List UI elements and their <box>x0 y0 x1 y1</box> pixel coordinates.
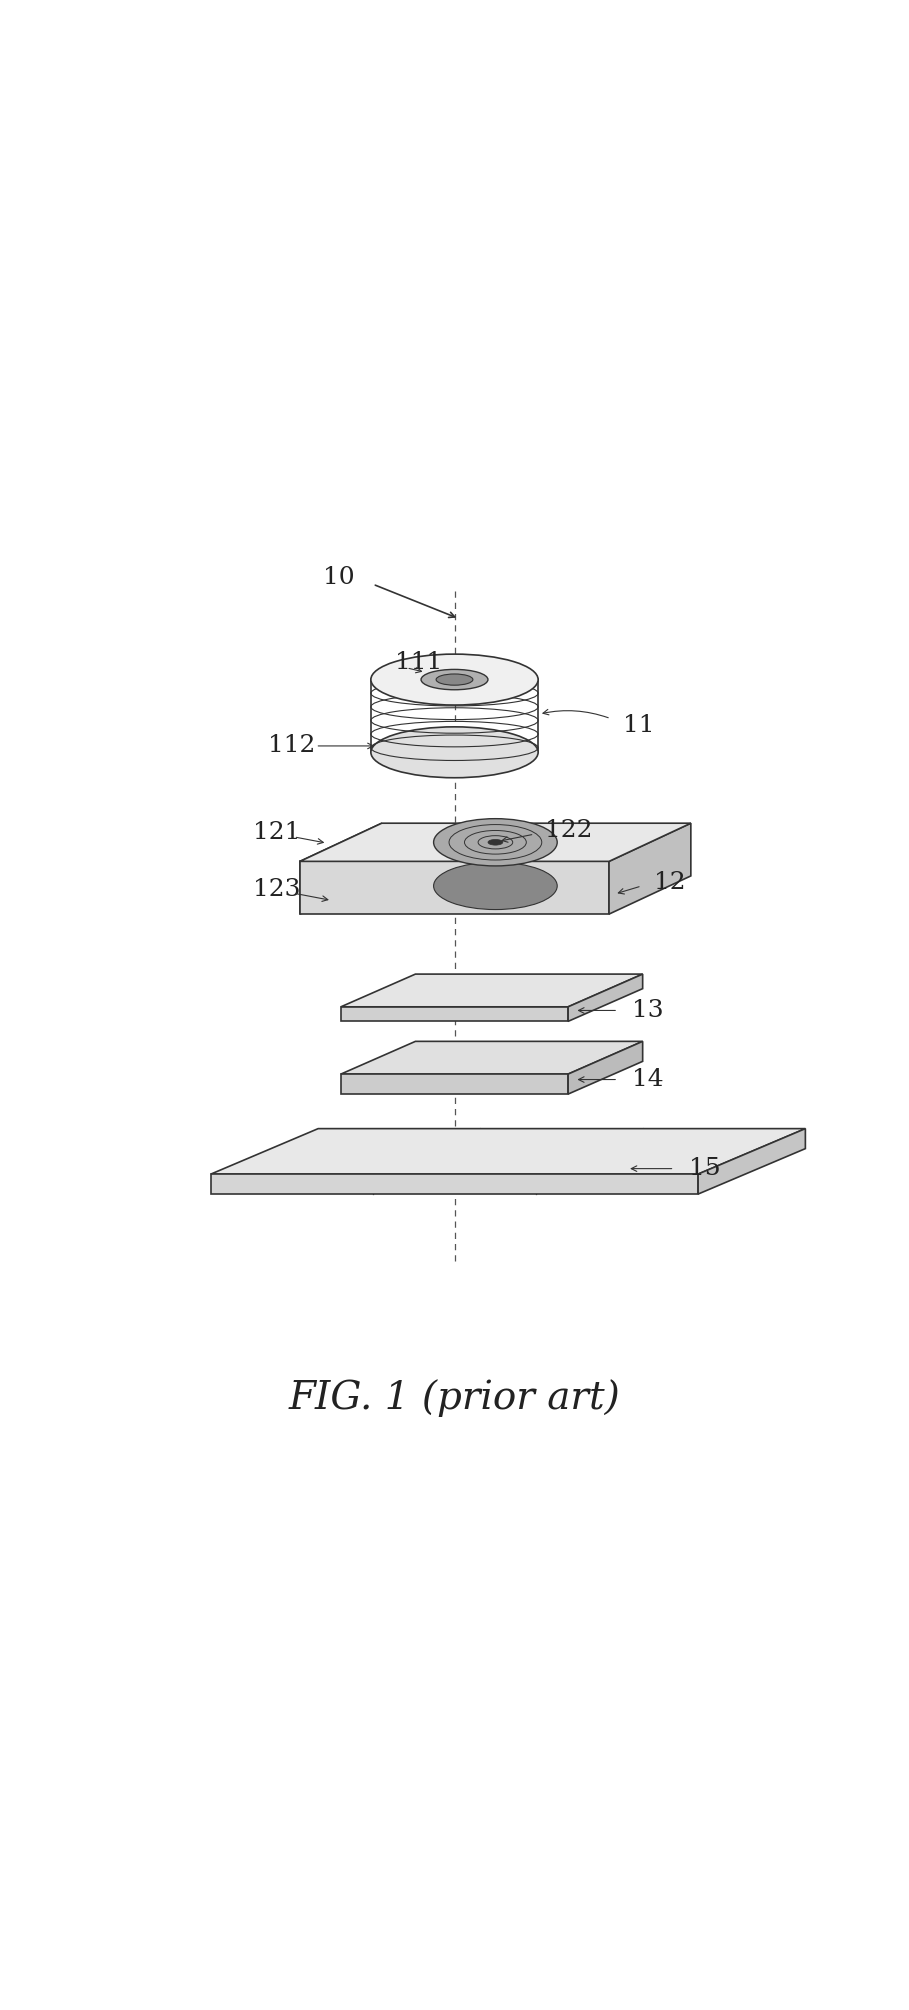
Polygon shape <box>341 975 643 1007</box>
Text: 15: 15 <box>689 1158 721 1180</box>
Polygon shape <box>568 975 643 1021</box>
Text: FIG. 1 (prior art): FIG. 1 (prior art) <box>289 1379 620 1417</box>
Polygon shape <box>211 1130 805 1174</box>
Polygon shape <box>211 1174 698 1194</box>
Text: 111: 111 <box>395 651 443 673</box>
Polygon shape <box>341 1041 643 1073</box>
Text: 122: 122 <box>545 818 593 842</box>
Ellipse shape <box>434 818 557 866</box>
Ellipse shape <box>421 669 488 689</box>
Ellipse shape <box>371 653 538 706</box>
Text: 123: 123 <box>253 878 300 900</box>
Text: 10: 10 <box>323 567 355 589</box>
Polygon shape <box>341 1073 568 1093</box>
Polygon shape <box>568 1041 643 1093</box>
Ellipse shape <box>371 728 538 778</box>
Polygon shape <box>300 862 609 915</box>
Ellipse shape <box>436 673 473 685</box>
Text: 14: 14 <box>632 1067 664 1091</box>
Polygon shape <box>698 1130 805 1194</box>
Polygon shape <box>341 1007 568 1021</box>
Polygon shape <box>300 824 691 862</box>
Text: 12: 12 <box>654 870 686 894</box>
Text: 112: 112 <box>268 734 315 758</box>
Polygon shape <box>300 824 382 915</box>
Text: 11: 11 <box>623 714 654 736</box>
Polygon shape <box>609 824 691 915</box>
Text: 121: 121 <box>253 820 300 844</box>
Ellipse shape <box>434 862 557 911</box>
Ellipse shape <box>488 840 503 844</box>
Text: 13: 13 <box>632 999 664 1021</box>
